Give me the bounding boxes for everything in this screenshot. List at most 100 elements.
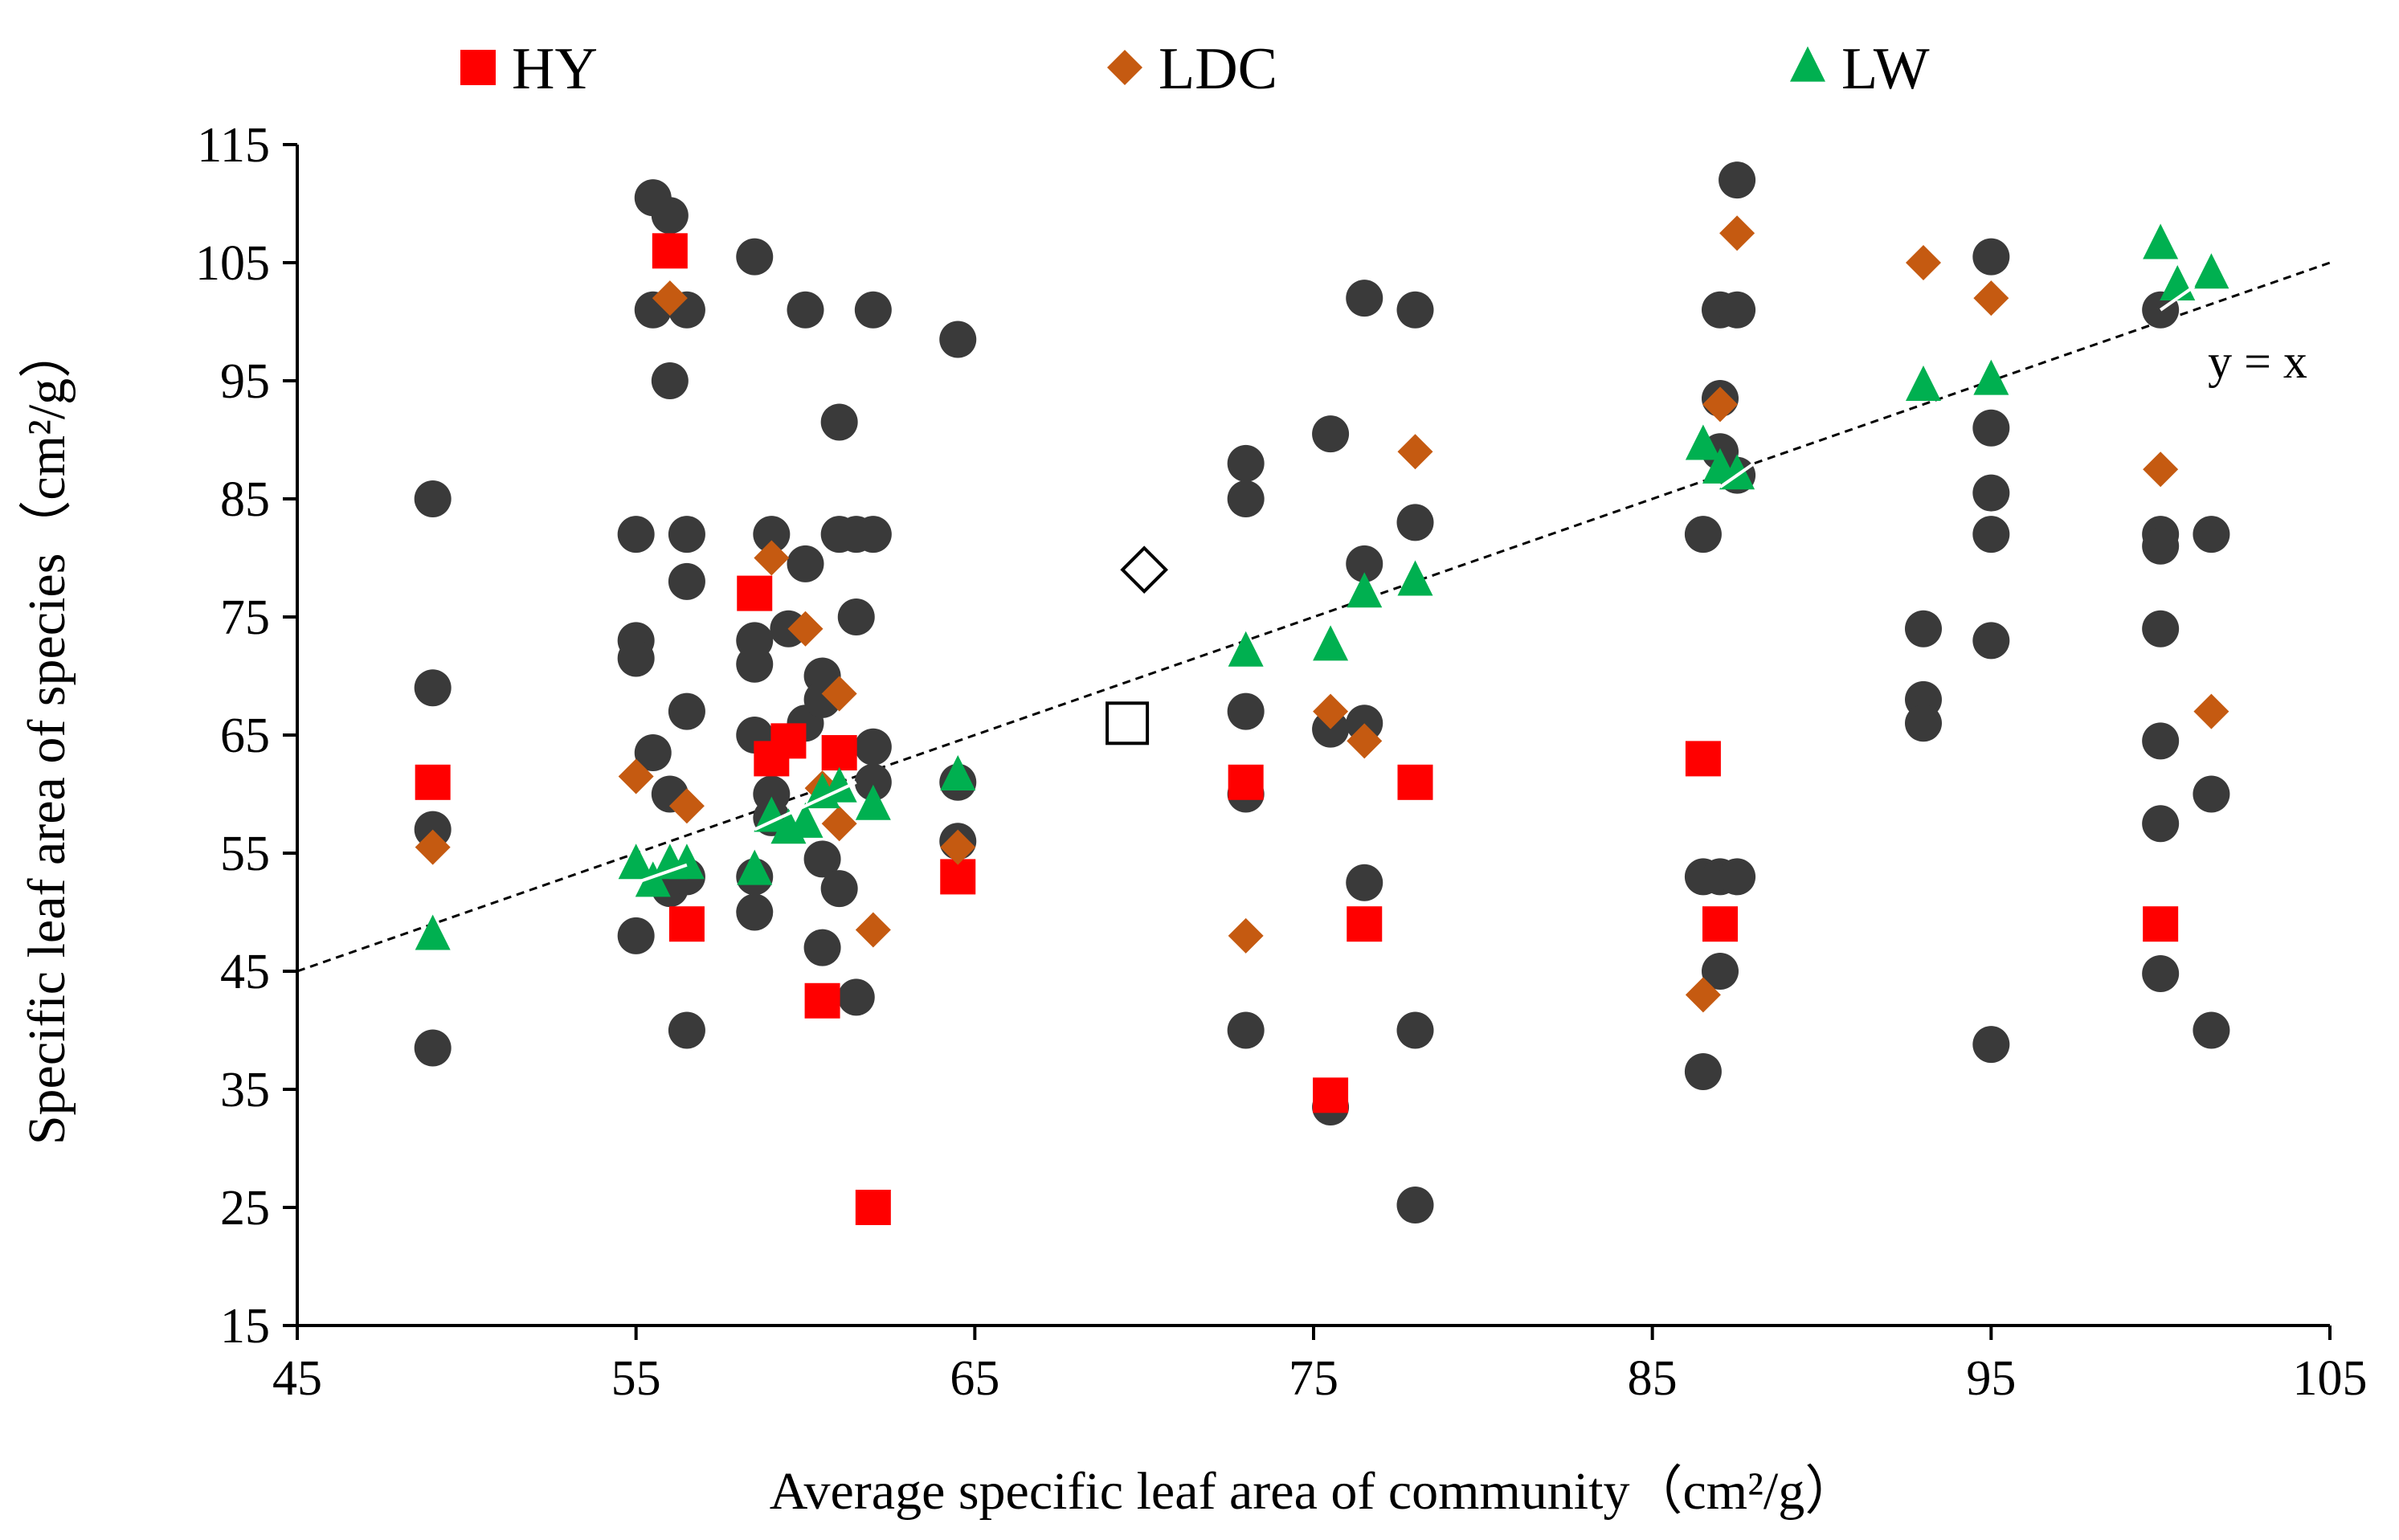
point-hy [652,233,688,269]
point-species [803,840,841,878]
point-hy [770,723,807,759]
point-ldc [1228,917,1264,954]
point-species [1702,953,1739,990]
point-species [1396,291,1434,329]
point-ldc [668,788,705,824]
point-ldc [1906,245,1941,280]
point-species [634,734,672,772]
x-axis-title: Average specific leaf area of community（… [770,1462,1857,1521]
point-hy [1313,1077,1349,1113]
point-species [668,516,705,554]
point-ldc [2143,451,2179,488]
point-species [1227,480,1265,517]
point-ldc [415,829,451,865]
x-tick-label: 65 [950,1351,999,1406]
y-tick-label: 65 [220,709,270,763]
point-ldc [787,611,824,647]
legend-marker-hy [460,50,496,85]
point-species [1719,858,1756,896]
point-mean [1120,545,1168,594]
point-hy [2143,906,2179,942]
tick-labels: 15 25 35 45 55 65 75 85 95 105 115 45 55 65 75 85 95 105 [195,118,2368,1406]
x-tick-label: 75 [1289,1351,1338,1406]
y-tick-label: 115 [197,118,270,173]
point-hy [1228,764,1264,800]
point-species [736,238,774,276]
point-hy [1347,906,1383,942]
point-ldc [1347,723,1383,759]
point-species [2142,722,2180,760]
point-species [736,645,774,683]
point-species [414,480,452,517]
point-hy [668,906,705,942]
point-species [1905,705,1942,742]
legend-marker-lw [1790,46,1825,82]
point-mean [1106,701,1150,745]
point-ldc [1685,977,1721,1013]
point-species [2193,516,2230,554]
point-species [1719,291,1756,329]
point-ldc [940,829,976,865]
point-ldc [652,280,688,317]
point-lw [1685,424,1721,460]
point-hy [415,764,451,800]
point-ldc [1702,386,1738,423]
point-hy [737,575,773,611]
point-species [1972,622,2010,660]
legend-label-lw: LW [1841,36,1930,102]
point-species [1719,161,1756,199]
y-tick-label: 75 [220,590,270,645]
y-axis-title: Specific leaf area of species（cm²/g） [18,325,76,1145]
point-lw [1397,560,1433,596]
point-species [1346,864,1383,901]
x-tick-label: 55 [611,1351,661,1406]
point-species [2142,805,2180,843]
point-species [837,978,875,1016]
y-tick-label: 55 [220,827,270,881]
point-species [2142,954,2180,992]
point-species [1684,1052,1722,1090]
point-species [668,562,705,600]
point-hy [821,735,857,771]
point-hy [940,859,976,895]
x-tick-label: 45 [272,1351,322,1406]
trend-segment [754,780,857,831]
point-lw [1906,365,1941,401]
point-ldc [754,540,790,576]
x-tick-label: 85 [1628,1351,1678,1406]
y-tick-label: 15 [220,1299,270,1354]
point-ldc [1313,693,1349,729]
point-species [651,197,689,235]
point-species [1346,280,1383,317]
point-species [753,516,791,554]
point-lw [415,914,451,950]
point-species [414,669,452,707]
trend-segment [1719,462,1755,488]
point-lw [1973,359,2009,395]
point-species [1684,516,1722,554]
point-lw [618,844,654,880]
point-species [1396,1011,1434,1049]
point-species [668,692,705,730]
point-species [1972,409,2010,447]
point-lw [1228,631,1264,667]
point-ldc [821,676,857,712]
point-ldc [2193,693,2229,729]
trend-segments [636,284,2196,884]
point-lw [2143,223,2179,259]
point-species [854,291,892,329]
reference-line [296,261,2331,973]
point-lw [787,802,824,838]
y-tick-label: 45 [220,945,270,999]
point-species [414,1029,452,1067]
point-species [1346,545,1383,582]
point-lw [2160,265,2196,300]
point-species [820,870,858,908]
point-species [1972,474,2010,512]
point-lw [1313,625,1349,661]
point-species [820,403,858,441]
axes [283,143,2332,1340]
y-tick-label: 85 [220,472,270,527]
y-equals-x-line [296,261,2331,973]
